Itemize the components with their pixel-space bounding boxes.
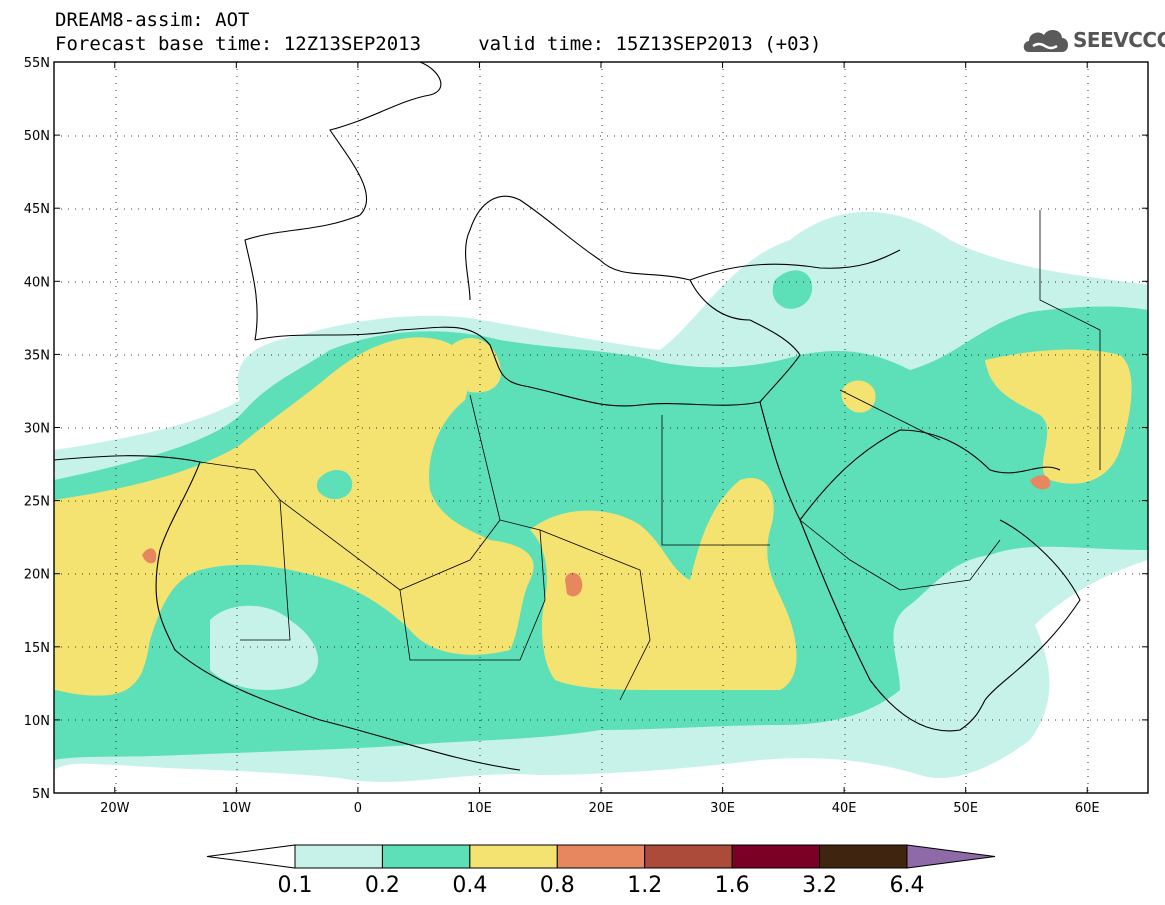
colorbar-swatch bbox=[469, 844, 558, 869]
colorbar-labels: 0.1 0.2 0.4 0.8 1.2 1.6 3.2 6.4 bbox=[278, 873, 925, 898]
lat-label: 30N bbox=[24, 422, 50, 437]
colorbar-label: 0.8 bbox=[540, 873, 575, 898]
colorbar-lower-arrow bbox=[206, 844, 296, 869]
lat-label: 5N bbox=[32, 787, 50, 802]
colorbar-label: 0.4 bbox=[452, 873, 487, 898]
map-title: DREAM8-assim: AOT bbox=[55, 9, 250, 31]
cloud-icon bbox=[1023, 29, 1068, 52]
lat-label: 25N bbox=[24, 495, 50, 510]
lat-label: 35N bbox=[24, 348, 50, 363]
colorbar-label: 3.2 bbox=[802, 873, 837, 898]
lat-label: 40N bbox=[24, 275, 50, 290]
aot-0.8-patch-senegal bbox=[142, 548, 157, 564]
colorbar-swatch bbox=[819, 844, 908, 869]
lat-label: 55N bbox=[24, 56, 50, 71]
aot-0.1-patch-sahel bbox=[210, 605, 319, 690]
map-subtitle: Forecast base time: 12Z13SEP2013 valid t… bbox=[55, 33, 822, 55]
colorbar-swatch bbox=[644, 844, 733, 869]
coastlines bbox=[54, 62, 1081, 771]
country-borders bbox=[199, 210, 1101, 701]
colorbar-swatch bbox=[381, 844, 471, 869]
aot-0.4-region-west bbox=[54, 337, 534, 696]
colorbar-swatch bbox=[556, 844, 646, 869]
aot-0.4-region-iran bbox=[985, 349, 1132, 484]
aot-0.2-patch-turkey bbox=[772, 270, 813, 309]
grid-lines bbox=[54, 62, 1148, 793]
aot-0.4-region-north bbox=[450, 337, 501, 393]
lon-label: 0 bbox=[354, 801, 362, 816]
aot-0.8-patch-chad bbox=[565, 572, 583, 597]
aot-0.4-region-central bbox=[530, 478, 797, 690]
lon-label: 40E bbox=[832, 801, 857, 816]
colorbar bbox=[206, 844, 996, 869]
lon-label: 10W bbox=[222, 801, 252, 816]
colorbar-upper-arrow bbox=[906, 844, 996, 869]
lon-label: 50E bbox=[953, 801, 978, 816]
colorbar-label: 1.6 bbox=[715, 873, 750, 898]
aot-0.2-patch-algeria bbox=[316, 470, 353, 500]
lat-label: 15N bbox=[24, 641, 50, 656]
lon-label: 30E bbox=[710, 801, 735, 816]
colorbar-swatch bbox=[294, 844, 383, 869]
longitude-labels: 20W 10W 0 10E 20E 30E 40E 50E 60E bbox=[100, 801, 1100, 816]
lat-label: 45N bbox=[24, 202, 50, 217]
lon-label: 20E bbox=[589, 801, 614, 816]
aot-fill-layer bbox=[54, 62, 1148, 793]
colorbar-label: 6.4 bbox=[890, 873, 925, 898]
aot-0.8-patch-gulf bbox=[1030, 475, 1051, 490]
colorbar-label: 0.2 bbox=[365, 873, 400, 898]
latitude-labels: 55N 50N 45N 40N 35N 30N 25N 20N 15N 10N 5N bbox=[24, 56, 50, 802]
axis-ticks bbox=[54, 61, 1148, 794]
lon-label: 60E bbox=[1075, 801, 1100, 816]
lat-label: 10N bbox=[24, 714, 50, 729]
lat-label: 50N bbox=[24, 129, 50, 144]
lon-label: 10E bbox=[467, 801, 492, 816]
colorbar-label: 0.1 bbox=[278, 873, 313, 898]
colorbar-swatch bbox=[731, 844, 821, 869]
aot-0.4-region-arabia bbox=[841, 380, 876, 413]
lat-label: 20N bbox=[24, 568, 50, 583]
logo-text: SEEVCCC bbox=[1073, 28, 1165, 52]
lon-label: 20W bbox=[100, 801, 130, 816]
colorbar-label: 1.2 bbox=[627, 873, 662, 898]
seevccc-logo: SEEVCCC bbox=[1021, 22, 1165, 58]
